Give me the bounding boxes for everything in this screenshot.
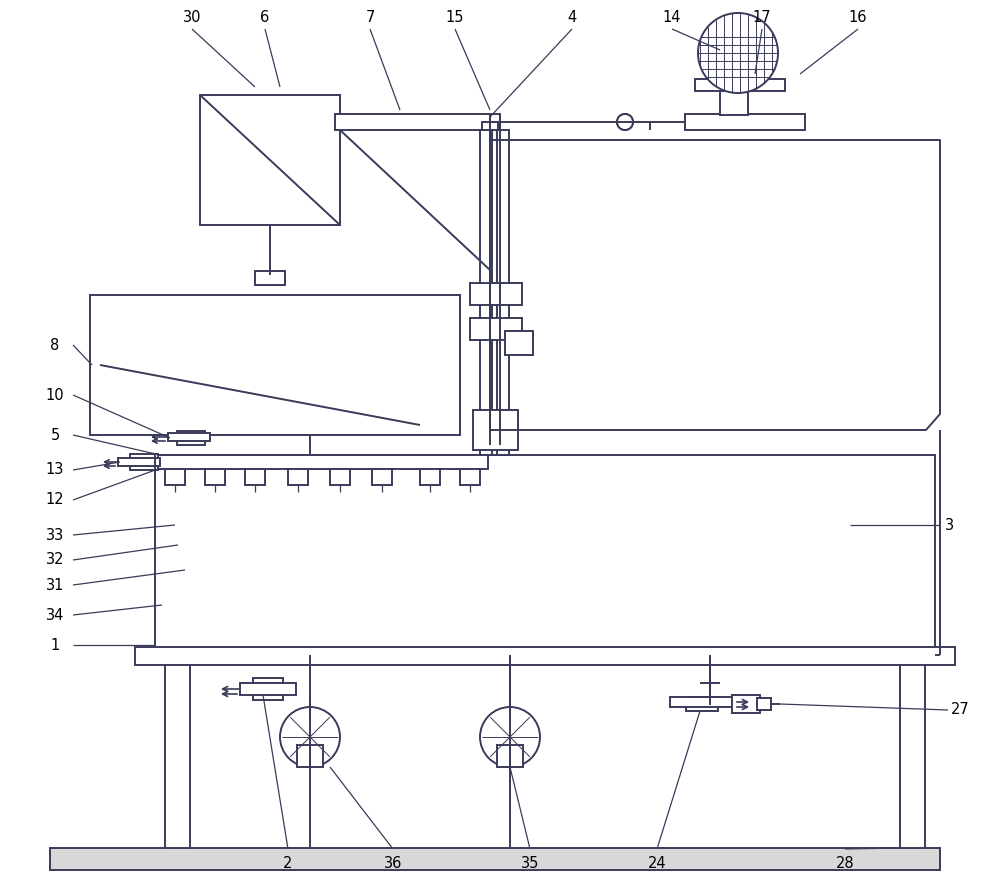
Text: 27: 27 [951, 703, 969, 718]
Bar [686, 697, 718, 711]
Bar [330, 469, 350, 485]
Text: 17: 17 [753, 10, 771, 25]
Bar [497, 130, 509, 455]
Text: 10: 10 [46, 388, 64, 403]
Text: 30: 30 [183, 10, 201, 25]
Bar [505, 331, 533, 355]
Text: 8: 8 [50, 337, 60, 352]
Bar [118, 458, 160, 466]
Text: 16: 16 [849, 10, 867, 25]
Bar [200, 95, 340, 225]
Circle shape [280, 707, 340, 767]
Bar [372, 469, 392, 485]
Bar [297, 745, 323, 767]
Circle shape [698, 13, 778, 93]
Bar [757, 698, 771, 710]
Text: 15: 15 [446, 10, 464, 25]
Bar [288, 469, 308, 485]
Bar [420, 469, 440, 485]
Bar [90, 295, 460, 435]
Bar [165, 658, 190, 848]
Bar [685, 114, 805, 130]
Bar [732, 695, 760, 713]
Circle shape [617, 114, 633, 130]
Bar [670, 697, 734, 707]
Text: 6: 6 [260, 10, 270, 25]
Text: 24: 24 [648, 856, 666, 871]
Circle shape [480, 707, 540, 767]
Bar [470, 283, 522, 305]
Bar [165, 469, 185, 485]
Bar [497, 745, 523, 767]
Bar [205, 469, 225, 485]
Bar [482, 122, 498, 130]
Bar [168, 433, 210, 441]
Text: 2: 2 [283, 856, 293, 871]
Bar [135, 647, 955, 665]
Bar [720, 90, 748, 115]
Bar [177, 431, 205, 445]
Text: 3: 3 [945, 518, 955, 533]
Text: 36: 36 [384, 856, 402, 871]
Bar [695, 79, 785, 91]
Text: 7: 7 [365, 10, 375, 25]
Text: 35: 35 [521, 856, 539, 871]
Bar [130, 454, 158, 470]
Bar [460, 469, 480, 485]
Bar [245, 469, 265, 485]
Text: 34: 34 [46, 607, 64, 622]
Bar [155, 455, 488, 469]
Bar [470, 318, 522, 340]
Bar [335, 114, 500, 130]
Text: 31: 31 [46, 578, 64, 592]
Text: 1: 1 [50, 637, 60, 652]
Text: 14: 14 [663, 10, 681, 25]
Text: 5: 5 [50, 427, 60, 442]
Circle shape [617, 114, 633, 130]
Text: 28: 28 [836, 856, 854, 871]
Text: 12: 12 [46, 492, 64, 507]
Bar [255, 271, 285, 285]
Text: 32: 32 [46, 552, 64, 567]
Bar [473, 410, 518, 450]
Text: 13: 13 [46, 463, 64, 478]
Bar [50, 848, 940, 870]
Text: 33: 33 [46, 527, 64, 543]
Bar [253, 678, 283, 700]
Text: 4: 4 [567, 10, 577, 25]
Bar [480, 130, 492, 455]
Bar [900, 658, 925, 848]
Bar [240, 683, 296, 695]
Bar [155, 455, 935, 655]
